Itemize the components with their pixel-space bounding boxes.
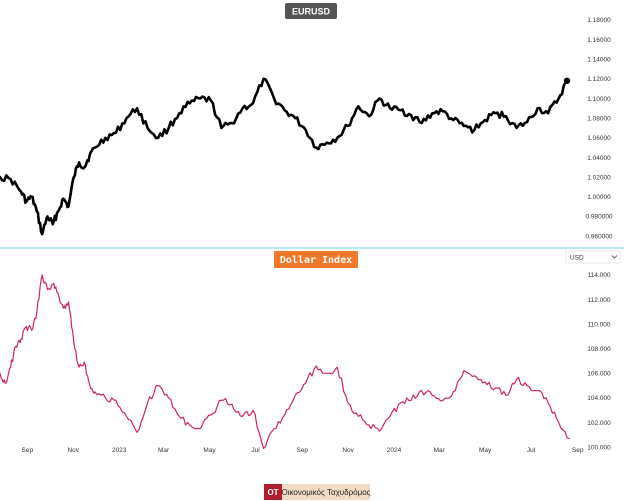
brand-footer: OT Οικονομικός Ταχυδρόμος	[264, 484, 371, 500]
dollar-index-y-tick-label: 106.000	[587, 371, 611, 378]
x-tick-label: Sep	[572, 447, 584, 454]
x-tick-label: Jul	[527, 447, 536, 454]
x-tick-label: Sep	[296, 447, 308, 454]
currency-label: USD	[570, 255, 584, 262]
x-tick-label: Nov	[67, 447, 79, 454]
dollar-index-title-badge: Dollar Index	[274, 251, 358, 268]
eurusd-y-tick-label: 1.14000	[587, 56, 611, 63]
dollar-index-y-tick-label: 100.000	[587, 444, 611, 451]
x-tick-label: Nov	[342, 447, 354, 454]
dollar-index-y-tick-label: 112.000	[587, 297, 610, 304]
dollar-index-y-tick-label: 114.000	[587, 272, 610, 279]
x-tick-label: Sep	[22, 447, 34, 454]
eurusd-y-tick-label: 1.16000	[587, 37, 611, 44]
eurusd-y-tick-label: 1.10000	[587, 96, 611, 103]
eurusd-title: EURUSD	[292, 7, 331, 17]
x-tick-label: 2024	[387, 447, 402, 454]
dollar-index-series-line	[0, 274, 570, 449]
eurusd-y-tick-label: 1.06000	[587, 135, 611, 142]
eurusd-y-tick-label: 1.08000	[587, 115, 611, 122]
dollar-index-title: Dollar Index	[280, 255, 352, 266]
x-tick-label: May	[203, 447, 216, 454]
eurusd-y-tick-label: 1.02000	[587, 174, 611, 181]
dollar-index-pane: 100.000 102.000 104.000 106.000 108.000 110.0…	[0, 250, 621, 451]
dollar-index-y-tick-label: 108.000	[587, 346, 611, 353]
eurusd-y-tick-label: 0.980000	[585, 214, 612, 221]
eurusd-y-tick-label: 0.960000	[585, 233, 612, 240]
eurusd-y-tick-label: 1.12000	[587, 76, 611, 83]
x-axis: Sep Nov 2023 Mar May Jul Sep Nov 2024 Mar May Jul Se…	[22, 447, 584, 454]
eurusd-y-tick-label: 1.18000	[587, 17, 611, 24]
x-tick-label: Mar	[158, 447, 170, 454]
dollar-index-y-axis: 100.000 102.000 104.000 106.000 108.000 110.0…	[587, 272, 611, 451]
currency-select[interactable]: USD	[565, 250, 621, 264]
eurusd-pane: 0.960000 0.980000 1.00000 1.02000 1.04000 1.0…	[0, 3, 613, 240]
eurusd-y-axis: 0.960000 0.980000 1.00000 1.02000 1.04000 1.0…	[585, 17, 612, 240]
eurusd-title-badge: EURUSD	[285, 3, 337, 19]
eurusd-last-point	[563, 77, 571, 84]
eurusd-series-line	[0, 77, 569, 236]
eurusd-y-tick-label: 1.00000	[587, 194, 611, 201]
brand-name: Οικονομικός Ταχυδρόμος	[281, 488, 370, 497]
brand-logo	[264, 484, 282, 500]
x-tick-label: 2023	[112, 447, 127, 454]
dollar-index-y-tick-label: 102.000	[587, 420, 611, 427]
x-tick-label: May	[479, 447, 492, 454]
brand-logo-text: OT	[267, 488, 278, 497]
dollar-index-y-tick-label: 110.000	[587, 321, 610, 328]
chevron-down-icon	[611, 255, 618, 259]
eurusd-y-tick-label: 1.04000	[587, 155, 611, 162]
x-tick-label: Mar	[434, 447, 446, 454]
dollar-index-y-tick-label: 104.000	[587, 395, 611, 402]
x-tick-label: Jul	[251, 447, 260, 454]
